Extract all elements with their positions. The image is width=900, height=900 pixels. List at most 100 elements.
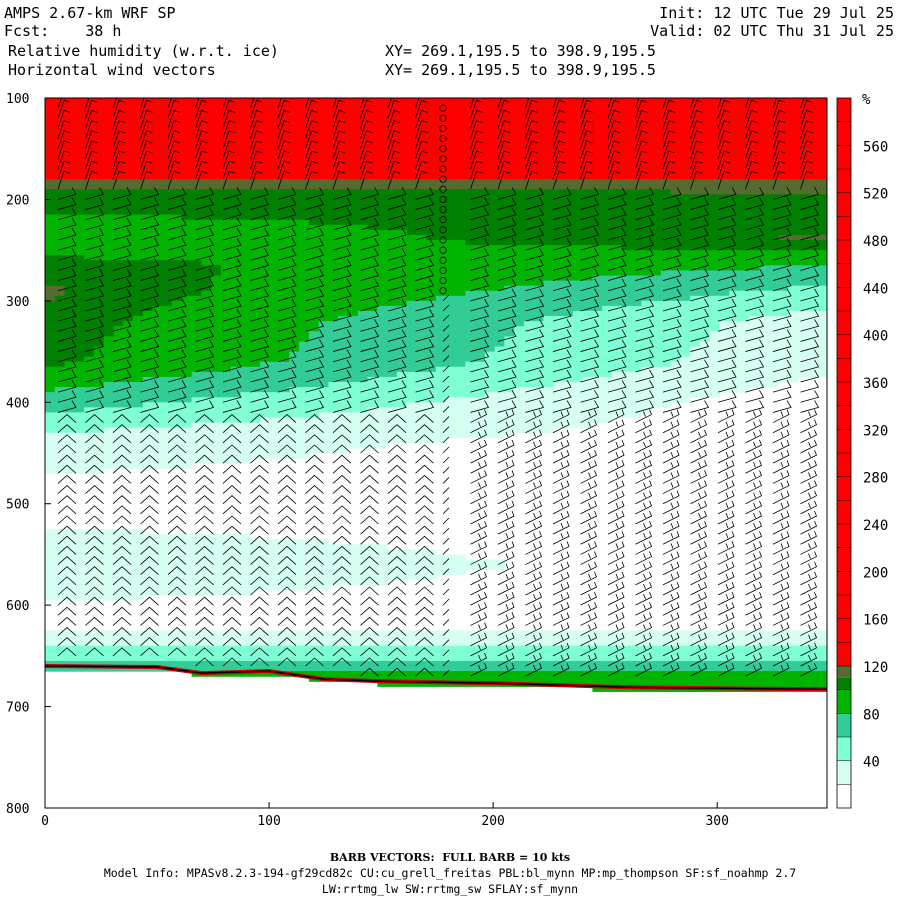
rh-cell — [396, 174, 408, 180]
rh-cell — [240, 331, 251, 337]
rh-cell — [572, 280, 584, 287]
rh-cell — [445, 305, 457, 312]
rh-cell — [299, 133, 310, 140]
rh-cell — [533, 245, 545, 251]
rh-cell — [406, 437, 418, 444]
rh-cell — [572, 265, 584, 272]
rh-cell — [103, 645, 115, 652]
rh-cell — [279, 640, 290, 647]
rh-cell — [132, 311, 144, 317]
rh-cell — [113, 549, 124, 556]
rh-cell — [348, 275, 359, 282]
rh-cell — [172, 143, 183, 150]
rh-cell — [142, 569, 154, 576]
rh-cell — [142, 559, 154, 566]
rh-cell — [260, 346, 271, 353]
rh-cell — [45, 158, 56, 165]
rh-cell — [93, 163, 105, 170]
rh-cell — [103, 300, 115, 307]
rh-cell — [396, 199, 408, 206]
rh-cell — [367, 113, 378, 119]
rh-cell — [181, 458, 193, 464]
rh-cell — [250, 564, 261, 571]
rh-cell — [142, 422, 154, 429]
rh-cell — [181, 204, 193, 211]
rh-cell — [240, 204, 251, 211]
rh-cell — [426, 346, 437, 353]
rh-cell — [54, 534, 66, 540]
rh-cell — [250, 655, 261, 662]
rh-cell — [142, 427, 154, 434]
rh-cell — [103, 128, 115, 135]
rh-cell — [230, 432, 242, 439]
rh-cell — [142, 549, 154, 556]
rh-cell — [211, 265, 222, 272]
rh-cell — [377, 123, 388, 130]
rh-cell — [387, 300, 398, 307]
rh-cell — [269, 356, 281, 363]
rh-cell — [279, 341, 290, 348]
rh-cell — [191, 224, 202, 231]
rh-cell — [318, 392, 330, 398]
rh-cell — [240, 98, 251, 104]
rh-cell — [230, 118, 242, 124]
rh-cell — [250, 316, 261, 322]
rh-cell — [240, 569, 251, 576]
rh-cell — [132, 442, 144, 449]
rh-cell — [338, 229, 349, 236]
rh-cell — [475, 336, 486, 343]
rh-cell — [533, 270, 545, 277]
rh-cell — [269, 113, 281, 119]
rh-cell — [220, 346, 232, 353]
rh-cell — [162, 163, 173, 170]
rh-cell — [220, 432, 232, 439]
rh-cell — [93, 392, 105, 398]
rh-cell — [93, 645, 105, 652]
rh-cell — [553, 179, 564, 185]
rh-cell — [367, 326, 378, 332]
rh-cell — [230, 280, 242, 287]
rh-cell — [240, 234, 251, 241]
rh-cell — [162, 321, 173, 327]
rh-cell — [582, 290, 593, 297]
rh-cell — [299, 402, 310, 408]
rh-cell — [563, 361, 574, 368]
rh-cell — [240, 432, 251, 439]
rh-cell — [475, 366, 486, 373]
rh-cell — [103, 630, 115, 637]
rh-cell — [523, 412, 535, 419]
rh-cell — [93, 427, 105, 434]
rh-cell — [123, 224, 134, 231]
rh-cell — [494, 676, 506, 682]
rh-cell — [367, 174, 378, 180]
rh-cell — [64, 589, 75, 596]
rh-cell — [445, 250, 457, 256]
rh-cell — [240, 229, 251, 236]
rh-cell — [475, 392, 486, 398]
rh-cell — [328, 316, 339, 322]
rh-cell — [348, 118, 359, 124]
rh-cell — [475, 630, 486, 637]
rh-cell — [318, 650, 330, 657]
rh-cell — [377, 138, 388, 145]
rh-cell — [74, 564, 85, 571]
rh-cell — [132, 432, 144, 439]
rh-cell — [54, 98, 66, 104]
rh-cell — [348, 224, 359, 231]
rh-cell — [494, 635, 506, 642]
rh-cell — [523, 250, 535, 256]
rh-cell — [582, 184, 593, 190]
rh-cell — [572, 407, 584, 414]
rh-cell — [84, 346, 95, 353]
rh-cell — [396, 382, 408, 388]
rh-cell — [74, 660, 85, 667]
rh-cell — [416, 437, 427, 444]
rh-cell — [436, 356, 447, 363]
rh-cell — [582, 666, 593, 672]
rh-cell — [240, 554, 251, 561]
rh-cell — [465, 290, 476, 297]
rh-cell — [465, 118, 476, 124]
rh-cell — [318, 305, 330, 312]
rh-cell — [396, 666, 408, 672]
rh-cell — [308, 437, 320, 444]
